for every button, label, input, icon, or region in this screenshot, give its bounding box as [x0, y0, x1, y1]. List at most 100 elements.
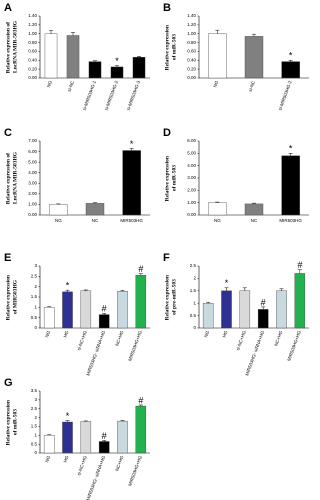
x-tick-label: MIR503HG- siRNA+HG	[244, 330, 265, 377]
y-tick-label: 3	[34, 397, 37, 402]
y-tick-label: 3	[34, 263, 37, 268]
y-tick-label: 0.00	[28, 75, 37, 80]
error-bar	[129, 148, 134, 151]
error-bar	[242, 287, 247, 291]
y-tick-label: 2	[193, 276, 196, 281]
x-tick-label: NG	[44, 455, 51, 464]
x-tick-label: NG	[212, 80, 219, 89]
y-tick-label: 1	[34, 305, 37, 310]
x-tick-label: HG	[63, 330, 70, 339]
error-bar	[137, 56, 141, 58]
y-tick-label: 0.60	[28, 49, 37, 54]
bar	[281, 155, 300, 216]
y-tick-label: 4.00	[187, 163, 196, 168]
y-tick-label: 1.5	[31, 294, 38, 299]
bar	[132, 56, 146, 79]
bar	[62, 291, 73, 329]
y-tick-label: 4.00	[28, 170, 37, 175]
x-tick-label: NG	[55, 218, 62, 223]
significance-marker: *	[66, 281, 70, 291]
bar	[80, 290, 92, 329]
x-tick-label: MIR503HG+HG	[127, 455, 143, 487]
x-tick-label: si-MIR503HG-1	[82, 80, 98, 112]
panel-label: D	[163, 127, 171, 139]
y-tick-label: 7.00	[28, 138, 37, 143]
error-bar	[279, 288, 284, 291]
y-tick-label: 0.80	[187, 40, 196, 45]
panel-label: A	[4, 2, 12, 14]
error-bar	[65, 420, 70, 422]
significance-marker: *	[66, 411, 70, 421]
error-bar	[206, 301, 211, 304]
y-tick-label: 5.00	[28, 159, 37, 164]
x-tick-label: si-MIR503HG-2	[277, 80, 293, 112]
significance-marker: *	[225, 278, 229, 288]
significance-marker: #	[261, 297, 266, 307]
y-tick-label: 6.00	[28, 149, 37, 154]
panel-label: F	[163, 252, 170, 264]
significance-marker: #	[138, 264, 143, 274]
x-tick-label: si-MIR503HG-3	[126, 80, 142, 112]
x-tick-label: NC+HG	[114, 455, 124, 472]
error-bar	[138, 273, 143, 276]
error-bar	[120, 290, 125, 292]
y-tick-label: 0.20	[28, 66, 37, 71]
error-bar	[215, 29, 220, 34]
y-tick-label: 2.00	[187, 188, 196, 193]
error-bar	[83, 289, 88, 291]
significance-marker: #	[102, 431, 107, 441]
y-tick-label: 3.00	[28, 180, 37, 185]
bar	[135, 275, 147, 329]
x-tick-label: NG	[214, 218, 221, 223]
error-bar	[65, 289, 70, 292]
bar	[66, 35, 80, 79]
x-tick-label: MIR503HG+HG	[286, 330, 302, 362]
y-tick-label: 5.00	[187, 151, 196, 156]
y-tick-label: 2.00	[28, 191, 37, 196]
y-axis-label: Relative expression of MIR503HG	[6, 274, 19, 321]
x-tick-label: NG	[203, 330, 210, 339]
bar	[98, 441, 110, 454]
x-tick-label: si-NC	[248, 79, 257, 92]
bar	[257, 309, 269, 329]
x-tick-label: NC+HG	[273, 330, 283, 347]
error-bar	[261, 306, 266, 310]
bar	[88, 61, 102, 79]
x-tick-label: MIR503HG+HG	[127, 330, 143, 362]
error-bar	[71, 32, 75, 36]
bar	[43, 435, 55, 454]
x-tick-label: NG	[46, 80, 53, 89]
x-tick-label: si-NC	[67, 79, 76, 92]
y-axis-label: Relative expression of pre-miR-503	[165, 274, 178, 321]
y-tick-label: 0	[193, 325, 196, 330]
error-bar	[47, 434, 52, 436]
y-tick-label: 3.5	[31, 388, 38, 393]
y-tick-label: 0.40	[187, 57, 196, 62]
error-bar	[224, 287, 229, 291]
x-tick-label: NG	[44, 330, 51, 339]
bar	[239, 290, 251, 329]
error-bar	[56, 203, 61, 205]
y-tick-label: 1.40	[28, 13, 37, 18]
y-tick-label: 1.20	[28, 22, 37, 27]
x-tick-label: MIR503HG	[279, 218, 302, 223]
y-tick-label: 2	[34, 415, 37, 420]
y-tick-label: 1.00	[187, 31, 196, 36]
y-tick-label: 1.40	[187, 13, 196, 18]
error-bar	[49, 30, 53, 34]
bar	[208, 33, 227, 79]
bar	[202, 303, 214, 329]
y-tick-label: 1.20	[187, 22, 196, 27]
y-tick-label: 1	[193, 300, 196, 305]
panel-label: C	[4, 127, 12, 139]
x-tick-label: NC+HG	[114, 330, 124, 347]
x-tick-label: si-MIR503HG-2	[104, 80, 120, 112]
y-tick-label: 0.40	[28, 57, 37, 62]
y-tick-label: 0.5	[31, 441, 38, 446]
y-tick-label: 2	[34, 284, 37, 289]
y-axis-label: Relative expression of miR-503	[165, 155, 178, 202]
y-tick-label: 0	[34, 450, 37, 455]
bar	[110, 66, 124, 79]
bar	[44, 33, 58, 79]
